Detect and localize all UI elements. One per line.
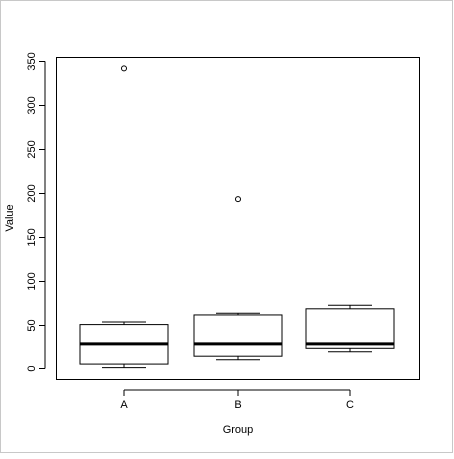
y-tick-label: 0 [26, 365, 38, 371]
x-tick-label: C [346, 399, 354, 411]
plot-area-border [56, 57, 420, 380]
y-tick-label: 300 [26, 96, 38, 114]
x-tick-label: B [234, 399, 241, 411]
y-axis-label: Value [4, 204, 16, 231]
box-body [193, 314, 283, 357]
y-tick-label: 150 [26, 228, 38, 246]
chart-marks: 0 50 100 150 200 250 300 350 A B C [26, 52, 395, 411]
x-axis-label: Group [223, 424, 254, 436]
y-tick-label: 200 [26, 184, 38, 202]
y-tick-label: 350 [26, 52, 38, 70]
y-tick-label: 250 [26, 140, 38, 158]
outlier-point [121, 65, 127, 72]
box-body [305, 308, 395, 349]
y-tick-label: 100 [26, 272, 38, 290]
outlier-point [235, 196, 241, 203]
x-tick-label: A [120, 399, 128, 411]
y-tick-label: 50 [26, 319, 38, 331]
